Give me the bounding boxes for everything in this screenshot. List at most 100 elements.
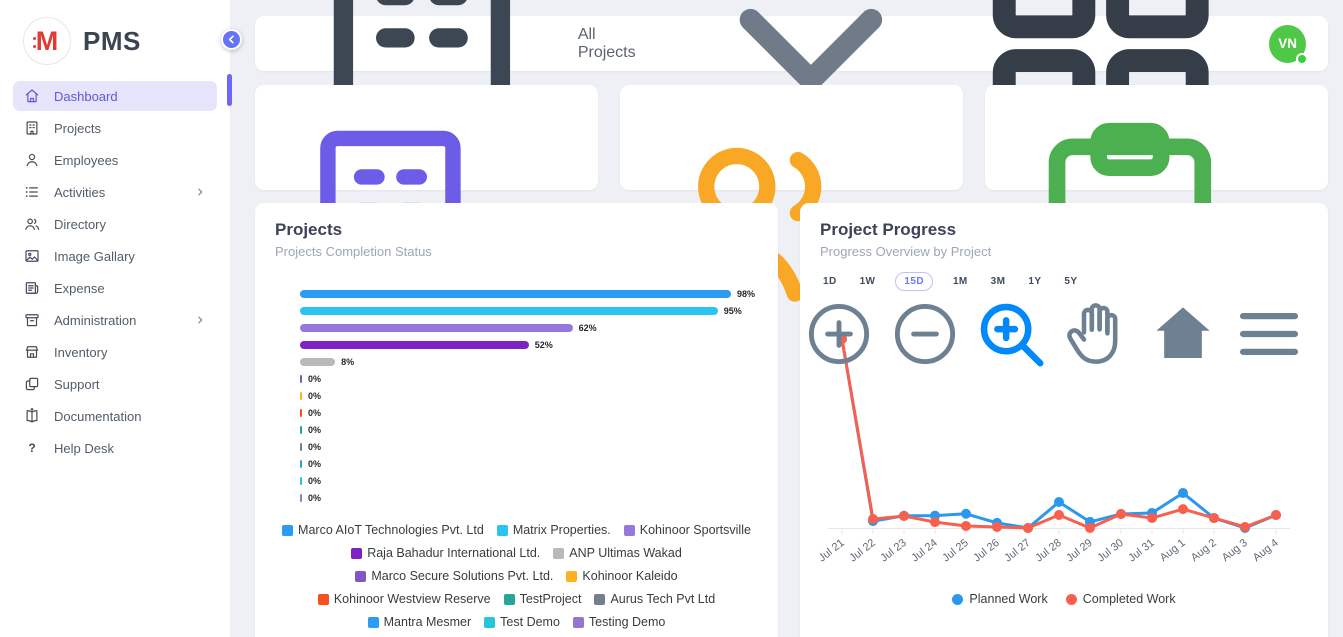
legend-label: Marco Secure Solutions Pvt. Ltd. [371, 569, 554, 583]
legend-item-mantra-mesmer[interactable]: Mantra Mesmer [367, 615, 471, 629]
bar-value-label: 0% [308, 441, 322, 452]
sidebar: M PMS Dashboard Projects Employees Activiti… [0, 0, 232, 637]
bar-row: 0% [300, 472, 758, 489]
range-button-1y[interactable]: 1Y [1028, 276, 1042, 287]
legend-item-testproject[interactable]: TestProject [503, 592, 581, 606]
svg-text:Aug 2: Aug 2 [1189, 537, 1219, 564]
book-icon [23, 407, 41, 425]
legend-item-raja-bahadur-international-ltd[interactable]: Raja Bahadur International Ltd. [351, 546, 540, 560]
legend-item-marco-aiot-technologies-pvt-ltd[interactable]: Marco AIoT Technologies Pvt. Ltd [282, 523, 484, 537]
legend-label: Kohinoor Kaleido [582, 569, 678, 583]
legend-label: Kohinoor Sportsville [639, 523, 751, 537]
sidebar-item-documentation[interactable]: Documentation [13, 401, 217, 431]
legend-item-planned-work[interactable]: Planned Work [952, 592, 1048, 606]
sidebar-item-image-gallary[interactable]: Image Gallary [13, 241, 217, 271]
projects-completion-card: Projects Projects Completion Status 98% 9… [255, 203, 778, 637]
svg-text:Jul 31: Jul 31 [1126, 537, 1157, 565]
zoom-in-icon[interactable] [800, 295, 878, 373]
sidebar-item-label: Image Gallary [54, 248, 135, 264]
home-icon-solid[interactable] [1144, 295, 1222, 373]
bar-value-label: 0% [308, 390, 322, 401]
legend-item-matrix-properties[interactable]: Matrix Properties. [496, 523, 611, 537]
legend-item-test-demo[interactable]: Test Demo [484, 615, 560, 629]
chevron-right-icon [193, 185, 207, 199]
sidebar-item-employees[interactable]: Employees [13, 145, 217, 175]
legend-item-kohinoor-westview-reserve[interactable]: Kohinoor Westview Reserve [317, 592, 491, 606]
sidebar-collapse-button[interactable] [221, 29, 242, 50]
card-title: Projects [275, 220, 343, 239]
sidebar-item-dashboard[interactable]: Dashboard [13, 81, 217, 111]
home-icon [23, 87, 41, 105]
bar-value-label: 8% [341, 356, 355, 367]
range-button-15d[interactable]: 15D [895, 272, 933, 291]
legend-item-completed-work[interactable]: Completed Work [1065, 592, 1176, 606]
legend-item-marco-secure-solutions-pvt-ltd[interactable]: Marco Secure Solutions Pvt. Ltd. [355, 569, 553, 583]
legend-label: Raja Bahadur International Ltd. [367, 546, 541, 560]
range-button-1w[interactable]: 1W [859, 276, 876, 287]
sidebar-item-activities[interactable]: Activities [13, 177, 217, 207]
pan-icon[interactable] [1058, 295, 1136, 373]
legend-item-testing-demo[interactable]: Testing Demo [572, 615, 666, 629]
bar-row: 0% [300, 438, 758, 455]
bar-value-label: 62% [578, 322, 597, 333]
logo[interactable]: M [23, 17, 71, 65]
bar-value-label: 0% [308, 373, 322, 384]
building-icon [23, 119, 41, 137]
sidebar-item-help-desk[interactable]: ? Help Desk [13, 433, 217, 463]
legend-label: Testing Demo [588, 615, 666, 629]
range-button-3m[interactable]: 3M [990, 276, 1006, 287]
legend-dot [952, 593, 964, 605]
legend-swatch [496, 524, 508, 536]
range-button-1d[interactable]: 1D [823, 276, 837, 287]
menu-icon[interactable] [1230, 295, 1308, 373]
bar [300, 476, 302, 485]
card-title: Project Progress [820, 220, 957, 239]
sidebar-item-label: Employees [54, 152, 119, 168]
completion-bar-chart: 98% 95% 62% 52% 8% 0% 0% 0% 0% 0% 0% 0% 0% [300, 285, 758, 506]
bar-value-label: 0% [308, 407, 322, 418]
bar [300, 306, 718, 315]
legend-item-kohinoor-kaleido[interactable]: Kohinoor Kaleido [566, 569, 678, 583]
sidebar-item-label: Inventory [54, 344, 108, 360]
bar-chart-legend: Marco AIoT Technologies Pvt. Ltd Matrix P… [275, 523, 758, 629]
legend-item-aurus-tech-pvt-ltd[interactable]: Aurus Tech Pvt Ltd [594, 592, 715, 606]
svg-text:Jul 28: Jul 28 [1033, 537, 1064, 565]
sidebar-item-expense[interactable]: Expense [13, 273, 217, 303]
user-avatar[interactable]: VN [1269, 24, 1308, 65]
range-button-5y[interactable]: 5Y [1064, 276, 1078, 287]
bar [300, 408, 302, 417]
range-button-1m[interactable]: 1M [952, 276, 968, 287]
legend-swatch [317, 593, 329, 605]
bar [300, 459, 302, 468]
legend-dot [1065, 593, 1077, 605]
sidebar-item-directory[interactable]: Directory [13, 209, 217, 239]
archive-icon [23, 311, 41, 329]
bar-row: 52% [300, 336, 758, 353]
bar-value-label: 0% [308, 475, 322, 486]
stat-card-projects: Projects 13 Total 10 Ongoing [255, 85, 598, 385]
bar [300, 391, 302, 400]
legend-label: Matrix Properties. [512, 523, 611, 537]
logo-row: M PMS [0, 0, 230, 78]
svg-text:Aug 1: Aug 1 [1158, 537, 1188, 564]
selection-zoom-icon[interactable] [972, 295, 1050, 373]
bar [300, 493, 302, 502]
sidebar-item-support[interactable]: Support [13, 369, 217, 399]
logo-letter: M [35, 25, 59, 56]
bar [300, 357, 336, 366]
legend-label: Aurus Tech Pvt Ltd [610, 592, 716, 606]
list-icon [23, 183, 41, 201]
sidebar-item-administration[interactable]: Administration [13, 305, 217, 335]
sidebar-item-inventory[interactable]: Inventory [13, 337, 217, 367]
sidebar-item-label: Directory [54, 216, 107, 232]
zoom-out-icon[interactable] [886, 295, 964, 373]
legend-label: Kohinoor Westview Reserve [333, 592, 491, 606]
svg-text:Jul 30: Jul 30 [1095, 537, 1126, 565]
user-initials: VN [1278, 36, 1298, 51]
bar-value-label: 0% [308, 458, 322, 469]
legend-item-anp-ultimas-wakad[interactable]: ANP Ultimas Wakad [553, 546, 682, 560]
sidebar-item-projects[interactable]: Projects [13, 113, 217, 143]
sidebar-item-label: Administration [54, 312, 137, 328]
legend-item-kohinoor-sportsville[interactable]: Kohinoor Sportsville [623, 523, 751, 537]
bar-value-label: 52% [534, 339, 553, 350]
